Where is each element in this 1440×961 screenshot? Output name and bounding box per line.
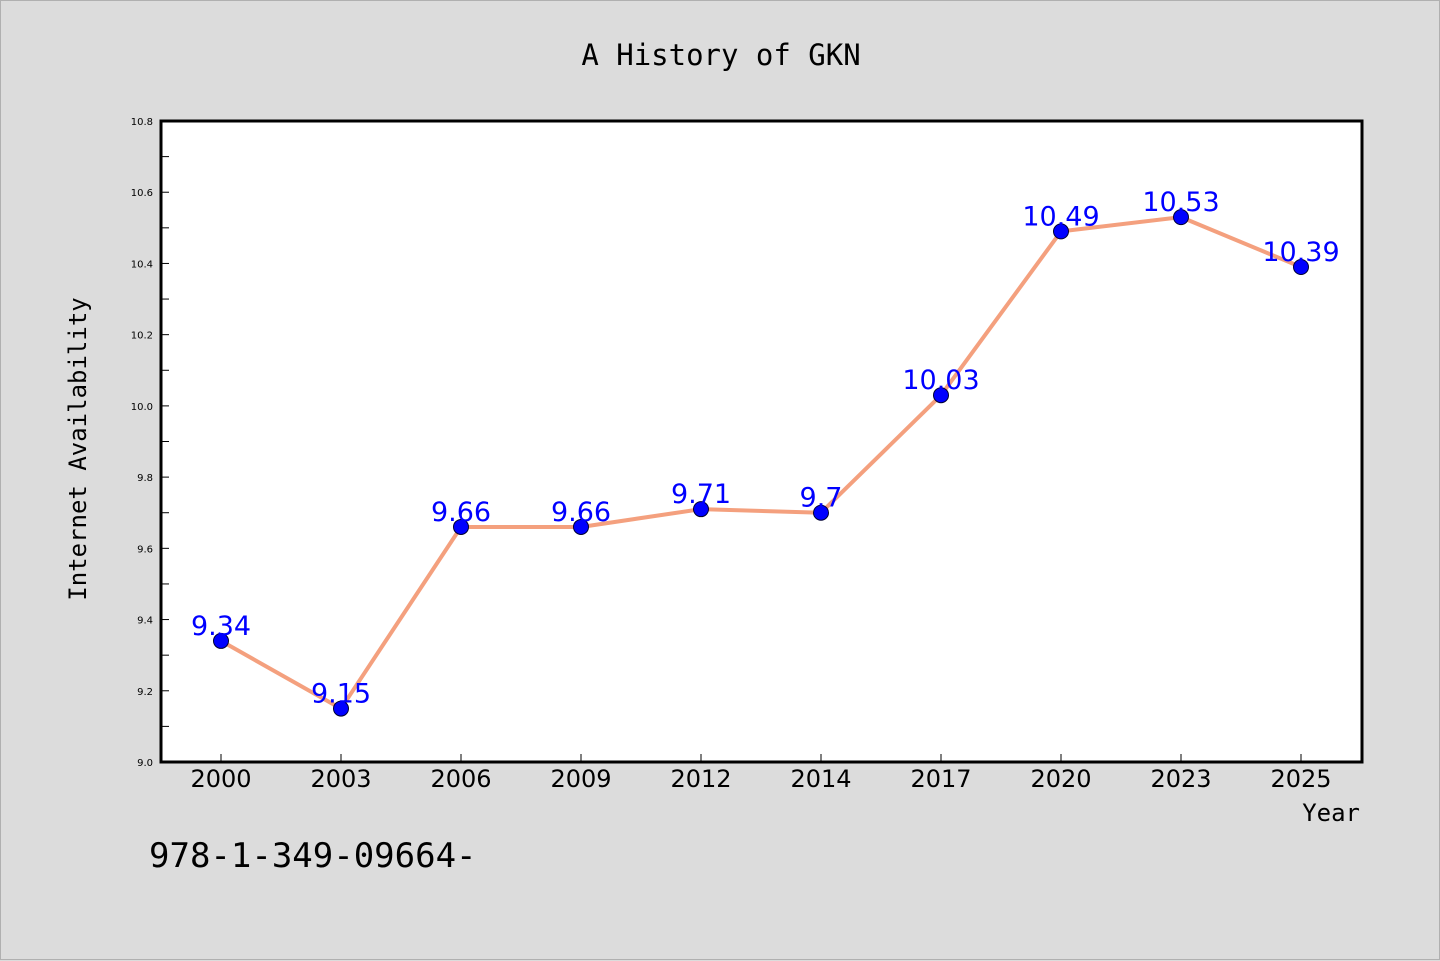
data-value-label: 9.66 xyxy=(551,497,611,528)
data-value-label: 10.53 xyxy=(1142,187,1219,218)
data-point-marker xyxy=(213,632,229,649)
data-value-label: 9.7 xyxy=(800,483,843,514)
x-tick-label: 2006 xyxy=(430,765,491,793)
y-axis-label: Internet Availability xyxy=(64,297,92,600)
data-value-label: 9.34 xyxy=(191,611,251,642)
x-axis: 2000 2003 2006 2009 2012 2014 2017 2020 2023 2025 xyxy=(190,754,1332,793)
y-tick-label: 10.4 xyxy=(131,259,153,270)
y-tick-label: 10.8 xyxy=(131,117,153,128)
plot-area xyxy=(159,119,1364,764)
series-line xyxy=(219,215,1303,711)
data-value-label: 9.66 xyxy=(431,497,491,528)
x-tick-label: 2023 xyxy=(1150,765,1211,793)
data-value-label: 10.49 xyxy=(1022,201,1099,232)
y-tick-label: 10.2 xyxy=(131,331,153,342)
y-tick-label: 9.6 xyxy=(137,544,153,555)
data-point-marker xyxy=(933,387,949,404)
data-point-marker xyxy=(693,501,709,518)
y-tick-label: 10.6 xyxy=(131,188,153,199)
y-tick-label: 9.0 xyxy=(137,758,153,769)
data-point-marker xyxy=(1173,209,1189,226)
data-point-marker xyxy=(333,700,349,717)
data-point-marker xyxy=(1053,223,1069,240)
y-axis: 9.0 9.2 9.4 9.6 9.8 10.0 10.2 10.4 10.6 10.8 xyxy=(131,117,169,769)
data-point-marker xyxy=(573,518,589,535)
data-value-label: 9.71 xyxy=(671,479,731,510)
y-tick-label: 9.2 xyxy=(137,687,153,698)
data-label-layer: 9.34 9.15 9.66 9.66 9.71 9.7 10.03 10.49 10.53 10… xyxy=(191,187,1340,709)
x-tick-label: 2020 xyxy=(1030,765,1091,793)
y-tick-label: 9.4 xyxy=(137,616,153,627)
x-tick-label: 2003 xyxy=(310,765,371,793)
data-point-marker xyxy=(1293,259,1309,276)
y-tick-label: 10.0 xyxy=(131,402,153,413)
y-tick-label: 9.8 xyxy=(137,473,153,484)
chart-title: A History of GKN xyxy=(581,38,860,72)
x-tick-label: 2009 xyxy=(550,765,611,793)
x-tick-label: 2014 xyxy=(790,765,851,793)
x-tick-label: 2000 xyxy=(190,765,251,793)
x-tick-label: 2012 xyxy=(670,765,731,793)
x-tick-label: 2025 xyxy=(1270,765,1331,793)
x-axis-label: Year xyxy=(1302,799,1360,827)
data-value-label: 10.39 xyxy=(1262,237,1339,268)
series-layer xyxy=(213,209,1309,717)
data-point-marker xyxy=(813,504,829,521)
data-value-label: 10.03 xyxy=(902,365,979,396)
data-value-label: 9.15 xyxy=(311,679,371,710)
x-tick-label: 2017 xyxy=(910,765,971,793)
data-point-marker xyxy=(453,518,469,535)
footer-isbn-text: 978-1-349-09664- xyxy=(149,836,477,876)
